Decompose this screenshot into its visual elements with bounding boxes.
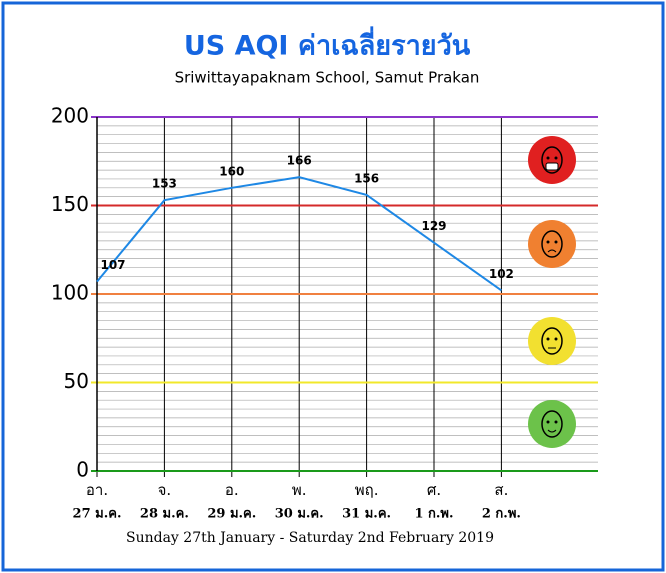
x-date-label: 30 ม.ค. [275,507,324,522]
y-tick-label: 100 [51,281,89,305]
x-tick-label: อา. [86,481,108,499]
x-date-label: 27 ม.ค. [73,507,122,522]
face-unhealthy [528,136,576,184]
data-line [96,176,502,292]
x-tick-label: ศ. [427,481,441,499]
face-good [528,400,576,448]
plot: 0 50 100 150 200 107 153 160 166 156 129 102 อา. 27 ม… [51,104,598,522]
aqi-faces [528,136,576,448]
value-label: 129 [421,219,446,233]
value-label: 160 [219,164,244,178]
face-sensitive [528,220,576,268]
value-label: 166 [287,154,312,168]
value-label: 107 [100,258,125,272]
chart-subtitle: Sriwittayapaknam School, Samut Prakan [175,69,480,87]
value-label: 102 [489,267,514,281]
x-tick-label: ส. [494,481,508,499]
chart-title: US AQI ค่าเฉลี่ยรายวัน [184,26,471,62]
x-tick-label: พ. [292,481,307,499]
face-moderate [528,317,576,365]
x-date-label: 1 ก.พ. [414,507,453,522]
value-label: 153 [152,177,177,191]
x-tick-label: จ. [158,481,172,499]
x-tick-label: พฤ. [355,481,379,499]
y-tick-label: 200 [51,104,89,128]
y-tick-label: 50 [64,369,89,393]
x-date-label: 2 ก.พ. [482,507,521,522]
x-date-label: 28 ม.ค. [140,507,189,522]
value-label: 156 [354,171,379,185]
y-tick-label: 0 [76,458,89,482]
x-tick-label: อ. [225,481,239,499]
y-tick-label: 150 [51,192,89,216]
x-date-label: 29 ม.ค. [207,507,256,522]
footer: Sunday 27th January - Saturday 2nd Febru… [126,530,494,546]
x-date-label: 31 ม.ค. [342,507,391,522]
